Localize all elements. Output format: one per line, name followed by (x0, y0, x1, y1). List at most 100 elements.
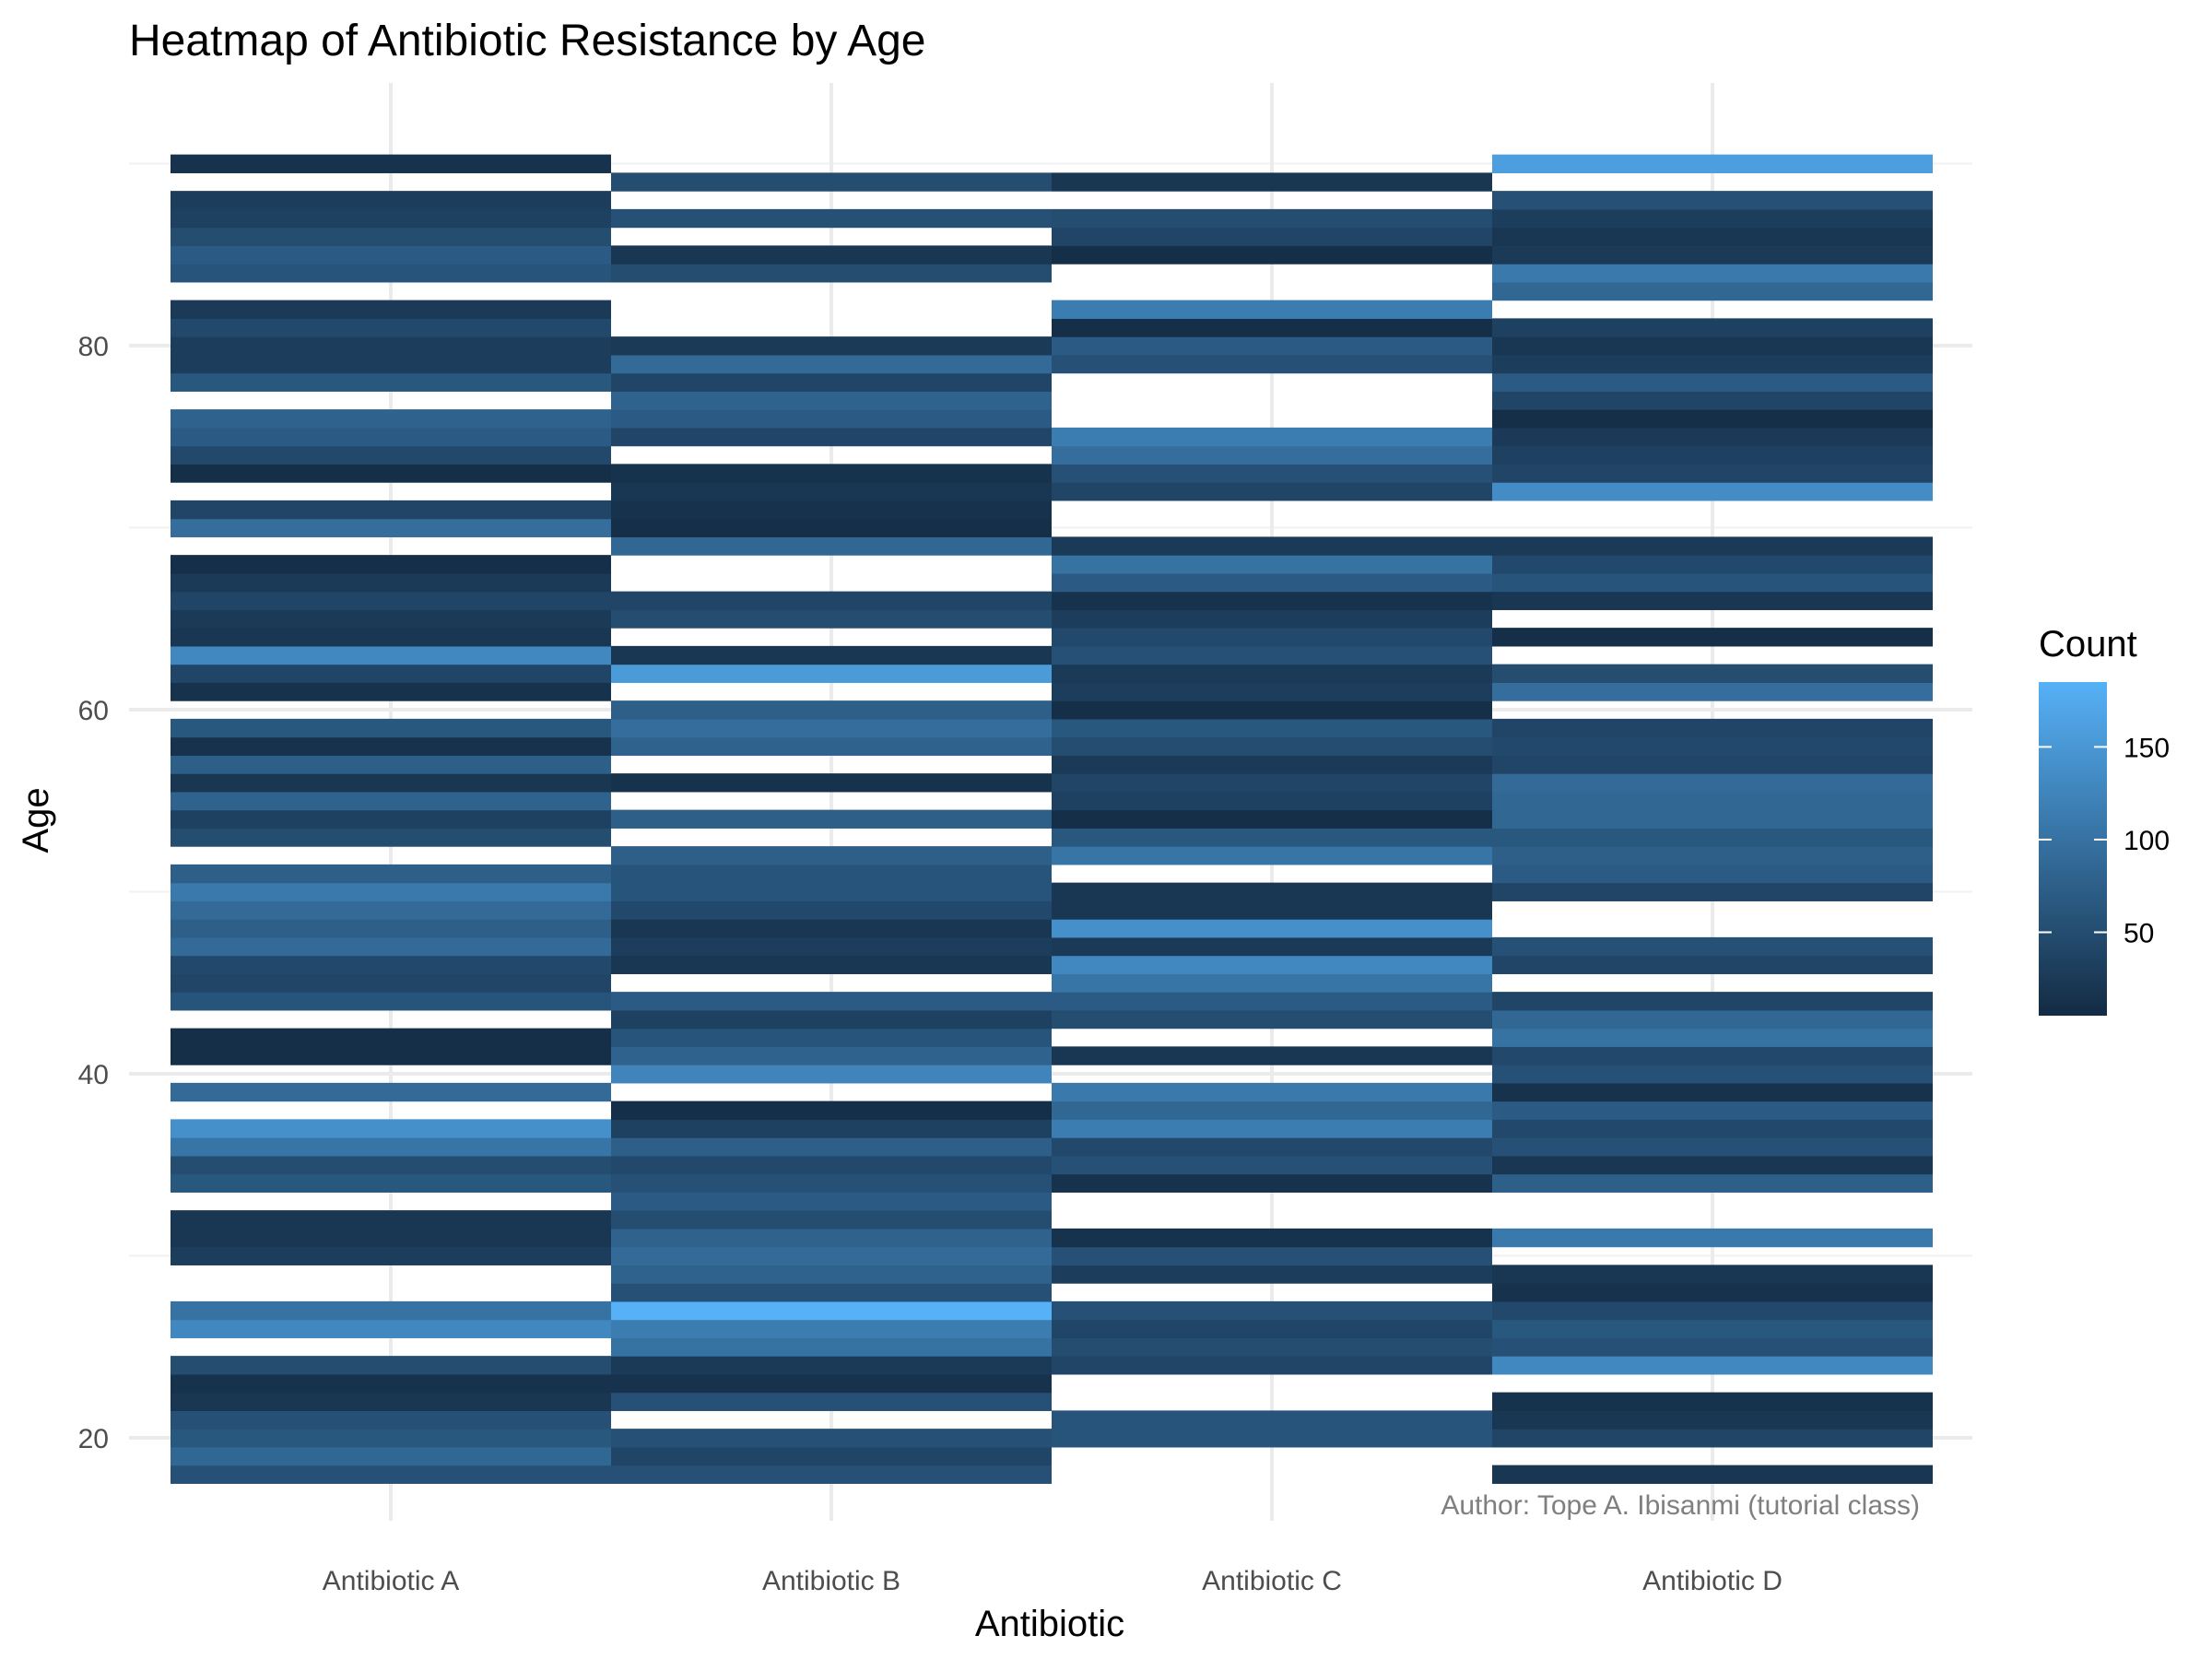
heatmap-cell (171, 936, 611, 957)
heatmap-cell (171, 664, 611, 683)
heatmap-cell (1492, 208, 1933, 229)
heatmap-cell (611, 1356, 1052, 1375)
heatmap-cell (1052, 645, 1492, 665)
heatmap-cell (171, 718, 611, 738)
heatmap-cell (171, 227, 611, 246)
x-tick-label: Antibiotic B (762, 1566, 900, 1596)
heatmap-cell (1052, 828, 1492, 847)
heatmap-cell (1052, 572, 1492, 593)
heatmap-cell (1052, 609, 1492, 629)
heatmap-cell (171, 1028, 611, 1047)
heatmap-cell (611, 736, 1052, 756)
heatmap-cell (611, 391, 1052, 410)
y-tick-label: 20 (78, 1424, 109, 1454)
heatmap-cell (1052, 172, 1492, 192)
heatmap-cell (611, 208, 1052, 229)
heatmap-cell (611, 718, 1052, 738)
heatmap-cell (171, 628, 611, 647)
heatmap-cell (171, 809, 611, 829)
heatmap-cell (611, 882, 1052, 901)
heatmap-cell (1492, 773, 1933, 793)
heatmap-cell (1052, 1155, 1492, 1175)
heatmap-cell (1052, 336, 1492, 356)
heatmap-cell (611, 264, 1052, 283)
legend-colorbar (2039, 682, 2107, 1016)
heatmap-cell (1052, 445, 1492, 465)
heatmap-cell (1052, 1100, 1492, 1120)
heatmap-cell (1052, 208, 1492, 229)
heatmap-cell (171, 682, 611, 701)
heatmap-cell (171, 1155, 611, 1175)
heatmap-cell (611, 992, 1052, 1011)
heatmap-cell (1492, 555, 1933, 574)
heatmap-cell (611, 1009, 1052, 1030)
heatmap-cell (611, 1246, 1052, 1265)
heatmap-cell (171, 1465, 611, 1484)
heatmap-cell (1492, 864, 1933, 884)
heatmap-cell (1052, 736, 1492, 756)
heatmap-cell (611, 1173, 1052, 1193)
heatmap-cell (171, 208, 611, 229)
heatmap-cell (611, 1429, 1052, 1448)
heatmap-cell (1492, 1137, 1933, 1157)
heatmap-cell (1052, 1246, 1492, 1265)
heatmap-cell (1492, 628, 1933, 647)
heatmap-cell (1492, 1173, 1933, 1193)
heatmap-cell (1052, 773, 1492, 793)
heatmap-cell (1052, 1046, 1492, 1065)
heatmap-cell (171, 828, 611, 847)
heatmap-cell (1492, 828, 1933, 847)
heatmap-cell (611, 1283, 1052, 1302)
heatmap-cell (171, 555, 611, 574)
chart-title: Heatmap of Antibiotic Resistance by Age (129, 17, 926, 65)
heatmap-cell (171, 1300, 611, 1321)
heatmap-cell (171, 445, 611, 465)
color-legend: Count 50 100 150 (2039, 624, 2170, 1016)
heatmap-cell (171, 955, 611, 974)
heatmap-cell (611, 1265, 1052, 1284)
heatmap-cell (171, 992, 611, 1011)
heatmap-cell (1492, 391, 1933, 410)
heatmap-cell (611, 1028, 1052, 1047)
heatmap-cell (171, 973, 611, 993)
legend-tick-label: 150 (2124, 733, 2170, 763)
heatmap-cell (1052, 1429, 1492, 1448)
heatmap-cell (611, 172, 1052, 192)
x-tick-label: Antibiotic D (1642, 1566, 1783, 1596)
heatmap-cell (611, 609, 1052, 629)
heatmap-cell (171, 1319, 611, 1338)
heatmap-cell (1052, 1265, 1492, 1284)
heatmap-cell (611, 1046, 1052, 1065)
heatmap-cell (171, 518, 611, 537)
heatmap-cell (611, 427, 1052, 447)
heatmap-cell (611, 1119, 1052, 1138)
heatmap-cell (1052, 482, 1492, 501)
heatmap-cell (611, 1337, 1052, 1357)
heatmap-cell (1492, 427, 1933, 447)
heatmap-cell (1492, 955, 1933, 974)
heatmap-cell (171, 1119, 611, 1138)
heatmap-cell (171, 1429, 611, 1448)
heatmap-cell (1052, 1319, 1492, 1338)
heatmap-cell (611, 1100, 1052, 1120)
heatmap-cell (1492, 154, 1933, 173)
heatmap-cell (171, 1046, 611, 1065)
heatmap-cell (1052, 992, 1492, 1011)
heatmap-cell (1492, 1228, 1933, 1248)
heatmap-cell (171, 1356, 611, 1375)
heatmap-cell (1492, 1283, 1933, 1302)
heatmap-cell (1052, 664, 1492, 683)
heatmap-cell (171, 1173, 611, 1193)
heatmap-cell (611, 500, 1052, 520)
heatmap-cell (1492, 755, 1933, 774)
heatmap-cell (1052, 846, 1492, 865)
heatmap-cell (1492, 682, 1933, 701)
heatmap-cell (611, 955, 1052, 974)
heatmap-cell (1492, 1009, 1933, 1030)
heatmap-cell (1492, 846, 1933, 865)
author-caption: Author: Tope A. Ibisanmi (tutorial class… (1441, 1490, 1920, 1521)
heatmap-cell (1492, 1319, 1933, 1338)
heatmap-cell (1492, 227, 1933, 246)
heatmap-cell (611, 1465, 1052, 1484)
